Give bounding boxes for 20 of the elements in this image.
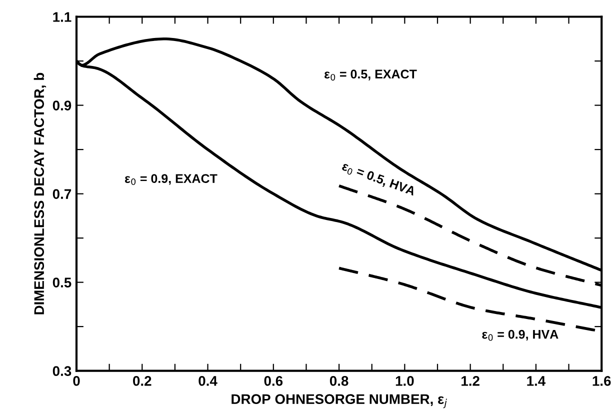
series-label: ε$_{0}$ = 0.9, HVA [482, 330, 558, 341]
x-tick-label: 0 [73, 376, 80, 386]
y-tick-label: 0.7 [52, 189, 72, 199]
text: ε$_{0}$ = 0.5, HVA [340, 161, 416, 198]
y-tick-label: 0.3 [52, 366, 72, 376]
y-axis-title: DIMENSIONLESS DECAY FACTOR, b [34, 72, 46, 314]
x-tick-label: 0.8 [330, 376, 348, 386]
x-tick-label: 1.0 [396, 376, 414, 386]
x-tick-label: 1.2 [462, 376, 480, 386]
y-tick-label: 0.9 [52, 100, 72, 110]
x-tick-label: 1.4 [527, 376, 546, 386]
text: ε$_{0}$ = 0.5, EXACT [324, 70, 417, 81]
y-tick-label: 1.1 [53, 12, 72, 22]
x-axis-title: DROP OHNESORGE NUMBER, ε$_{j}$ [232, 394, 447, 408]
x-tick-label: 0.4 [198, 376, 218, 386]
x-tick-label: 1.6 [592, 376, 611, 386]
x-tick-label: 0.6 [264, 376, 283, 386]
x-tick-label: 0.2 [133, 376, 152, 386]
series-label: ε$_{0}$ = 0.9, EXACT [124, 174, 218, 186]
y-tick-label: 0.5 [52, 278, 72, 288]
